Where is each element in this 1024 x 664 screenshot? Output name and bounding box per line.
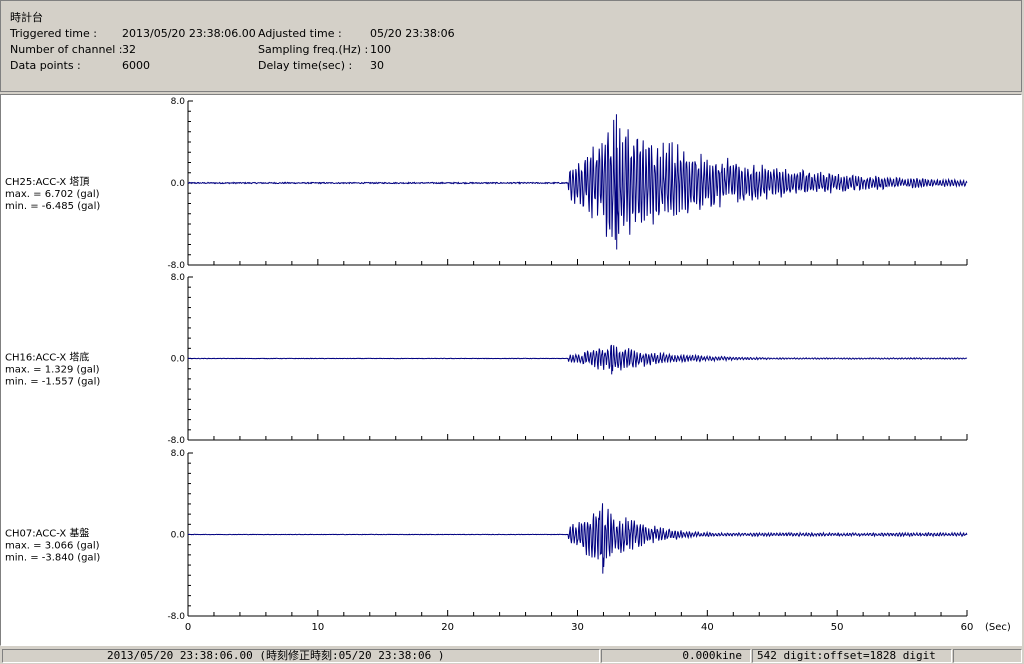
data-points-label: Data points : xyxy=(10,59,81,72)
channel-name: CH16:ACC-X 塔底 xyxy=(5,351,89,364)
data-points-value: 6000 xyxy=(122,59,150,72)
channel-count-value: 32 xyxy=(122,43,136,56)
x-tick-label: 0 xyxy=(185,622,191,633)
y-tick-label: 0.0 xyxy=(171,179,186,189)
waveform-trace xyxy=(187,114,968,250)
y-tick-label: -8.0 xyxy=(167,261,185,271)
y-tick-label: 8.0 xyxy=(171,97,186,107)
y-tick-label: -8.0 xyxy=(167,436,185,446)
waveform-trace xyxy=(187,344,968,375)
status-digit: 542 digit:offset=1828 digit xyxy=(752,649,952,663)
sampling-freq-label: Sampling freq.(Hz) : xyxy=(258,43,369,56)
x-tick-label: 50 xyxy=(831,622,844,633)
info-header: 時計台 Triggered time : 2013/05/20 23:38:06… xyxy=(0,0,1022,92)
channel-max: max. = 6.702 (gal) xyxy=(5,189,100,200)
channel-name: CH25:ACC-X 塔頂 xyxy=(5,175,89,188)
channel-min: min. = -6.485 (gal) xyxy=(5,201,100,212)
status-empty xyxy=(953,649,1022,663)
y-tick-label: 0.0 xyxy=(171,355,186,365)
channel-max: max. = 1.329 (gal) xyxy=(5,365,100,376)
waveform-plot-area: 8.0 0.0 -8.0 CH25:ACC-X 塔頂 max. = 6.702 (gal… xyxy=(0,94,1022,646)
triggered-time-label: Triggered time : xyxy=(10,27,97,40)
x-tick-label: 60 xyxy=(961,622,974,633)
triggered-time-value: 2013/05/20 23:38:06.00 xyxy=(122,27,256,40)
status-velocity: 0.000kine xyxy=(601,649,751,663)
channel-min: min. = -3.840 (gal) xyxy=(5,553,100,564)
x-tick-label: 10 xyxy=(311,622,324,633)
status-time: 2013/05/20 23:38:06.00 (時刻修正時刻:05/20 23:… xyxy=(2,649,600,663)
x-tick-label: 40 xyxy=(701,622,714,633)
status-bar: 2013/05/20 23:38:06.00 (時刻修正時刻:05/20 23:… xyxy=(0,648,1024,664)
station-name: 時計台 xyxy=(10,11,43,24)
x-tick-label: 20 xyxy=(441,622,454,633)
y-tick-label: 8.0 xyxy=(171,449,186,459)
y-tick-label: 0.0 xyxy=(171,531,186,541)
x-axis-unit-label: (Sec) xyxy=(985,622,1011,633)
adjusted-time-value: 05/20 23:38:06 xyxy=(370,27,455,40)
sampling-freq-value: 100 xyxy=(370,43,391,56)
channel-count-label: Number of channel : xyxy=(10,43,123,56)
y-tick-label: -8.0 xyxy=(167,612,185,622)
channel-name: CH07:ACC-X 基盤 xyxy=(5,527,89,540)
adjusted-time-label: Adjusted time : xyxy=(258,27,342,40)
waveform-trace xyxy=(188,503,968,574)
y-tick-label: 8.0 xyxy=(171,273,186,283)
delay-time-label: Delay time(sec) : xyxy=(258,59,353,72)
delay-time-value: 30 xyxy=(370,59,384,72)
channel-max: max. = 3.066 (gal) xyxy=(5,541,100,552)
channel-min: min. = -1.557 (gal) xyxy=(5,377,100,388)
x-tick-label: 30 xyxy=(571,622,584,633)
